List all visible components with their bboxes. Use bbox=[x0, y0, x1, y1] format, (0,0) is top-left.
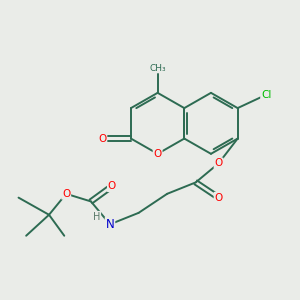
Text: O: O bbox=[108, 181, 116, 191]
Text: Cl: Cl bbox=[261, 90, 272, 100]
Text: O: O bbox=[98, 134, 106, 144]
Text: O: O bbox=[154, 149, 162, 159]
Text: O: O bbox=[62, 189, 70, 199]
Text: O: O bbox=[214, 193, 223, 202]
Text: H: H bbox=[93, 212, 100, 222]
Text: CH₃: CH₃ bbox=[149, 64, 166, 73]
Text: O: O bbox=[214, 158, 223, 168]
Text: N: N bbox=[106, 218, 114, 231]
